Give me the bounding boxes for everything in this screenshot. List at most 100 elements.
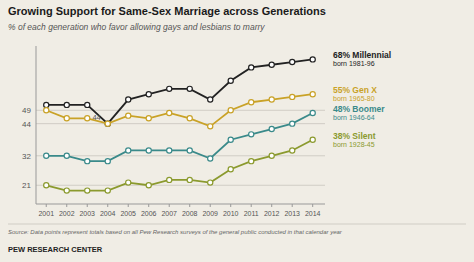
point [310,57,315,62]
x-axis-line [36,204,325,205]
x-tick [312,204,313,207]
source: Source: Data points represent totals bas… [8,229,343,235]
point [85,102,90,107]
x-tick-label: 2011 [244,210,259,217]
point [228,137,233,142]
x-tick-label: 2005 [120,210,136,217]
point [167,177,172,182]
annotation: 44 [92,113,100,122]
x-tick-label: 2014 [305,210,321,217]
point [208,124,213,129]
x-tick-label: 2004 [100,210,116,217]
point [126,113,131,118]
footer: PEW RESEARCH CENTER [8,245,103,254]
point [105,121,110,126]
point [269,97,274,102]
x-tick-label: 2012 [264,210,280,217]
legend-label: 38% Silent [333,131,376,141]
point [126,148,131,153]
x-tick-label: 2001 [38,210,54,217]
x-tick-label: 2009 [202,210,218,217]
grid-line [36,155,325,156]
point [208,97,213,102]
grid-line [36,185,325,186]
point [249,132,254,137]
x-tick-label: 2006 [141,210,157,217]
point [146,148,151,153]
point [269,126,274,131]
point [249,100,254,105]
point [44,183,49,188]
point [249,65,254,70]
x-tick-label: 2013 [284,210,300,217]
point [146,92,151,97]
point [85,159,90,164]
point [290,121,295,126]
background [0,0,474,262]
point [187,148,192,153]
point [228,78,233,83]
point [64,102,69,107]
point [105,188,110,193]
point [310,137,315,142]
plot-area [44,57,316,193]
legend-sublabel: born 1946-64 [333,114,375,121]
grid-line [36,110,325,111]
x-tick [189,204,190,207]
x-tick [292,204,293,207]
point [105,121,110,126]
chart: Growing Support for Same-Sex Marriage ac… [0,0,474,262]
point [167,110,172,115]
x-tick [128,204,129,207]
point [126,97,131,102]
x-tick [169,204,170,207]
point [310,92,315,97]
x-tick-label: 2002 [59,210,75,217]
point [228,167,233,172]
point [187,116,192,121]
point [85,188,90,193]
series-line [46,140,312,191]
legend-sublabel: born 1928-45 [333,141,375,148]
point [126,180,131,185]
legend-label: 48% Boomer [333,104,385,114]
point [290,59,295,64]
point [64,188,69,193]
legend-label: 55% Gen X [333,85,377,95]
legend-label: 68% Millennial [333,50,391,60]
x-tick [46,204,47,207]
y-tick-label: 32 [22,152,31,161]
x-tick-label: 2003 [79,210,95,217]
y-tick-label: 44 [22,120,31,129]
point [64,153,69,158]
x-tick-label: 2008 [182,210,198,217]
point [228,108,233,113]
point [146,116,151,121]
point [290,148,295,153]
series-line [46,59,312,123]
x-tick-label: 2010 [223,210,239,217]
x-tick [87,204,88,207]
point [44,108,49,113]
point [146,183,151,188]
y-tick-label: 21 [22,181,31,190]
grid-line [36,123,325,124]
point [187,86,192,91]
point [167,148,172,153]
legend-sublabel: born 1965-80 [333,95,375,102]
x-tick-label: 2007 [161,210,177,217]
point [208,180,213,185]
x-tick [148,204,149,207]
series-line [46,113,312,161]
x-tick [271,204,272,207]
point [290,94,295,99]
subtitle: % of each generation who favor allowing … [8,22,265,32]
point [208,156,213,161]
x-tick [66,204,67,207]
legend-sublabel: born 1981-96 [333,60,375,67]
title: Growing Support for Same-Sex Marriage ac… [8,5,326,17]
point [269,62,274,67]
x-tick [210,204,211,207]
point [269,153,274,158]
y-axis-line [36,46,37,204]
